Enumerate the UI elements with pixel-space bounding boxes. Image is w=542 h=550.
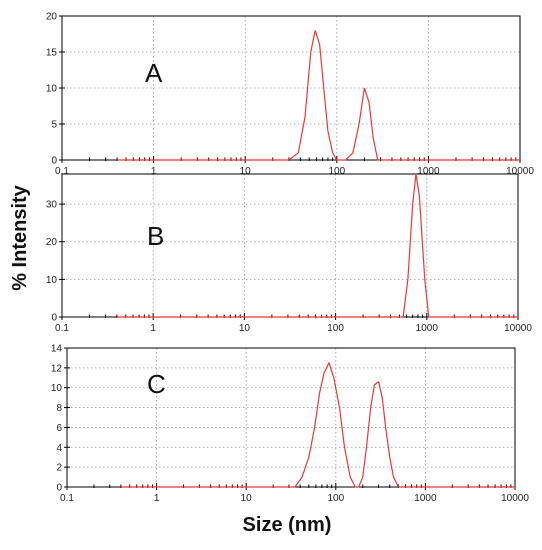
plot-frame bbox=[66, 347, 516, 488]
y-tick-label: 10 bbox=[51, 383, 63, 394]
y-tick-label: 0 bbox=[56, 483, 62, 494]
panel-label: B bbox=[147, 221, 164, 251]
size-distribution-line bbox=[116, 173, 518, 318]
x-tick-label: 10000 bbox=[504, 323, 532, 334]
x-tick-label: 1000 bbox=[416, 323, 439, 334]
plot-frame bbox=[61, 173, 519, 318]
y-tick-label: 0 bbox=[51, 313, 57, 324]
x-tick-label: 10 bbox=[240, 166, 252, 177]
y-axis-title: % Intensity bbox=[9, 184, 31, 290]
x-tick-label: 1000 bbox=[414, 493, 437, 504]
y-tick-label: 10 bbox=[46, 275, 58, 286]
y-tick-label: 8 bbox=[56, 403, 62, 414]
y-tick-label: 6 bbox=[56, 423, 62, 434]
x-tick-label: 1000 bbox=[417, 166, 440, 177]
y-tick-label: 20 bbox=[46, 237, 58, 248]
y-tick-label: 5 bbox=[51, 120, 57, 131]
size-distribution-line bbox=[120, 361, 515, 488]
x-tick-label: 1 bbox=[154, 493, 160, 504]
chart-panel-b: 0.1 1 10 100 1000 10000 0 10 20 30 B bbox=[46, 173, 532, 334]
x-tick-label: 10000 bbox=[506, 166, 534, 177]
panel-label: A bbox=[145, 58, 163, 88]
x-tick-label: 10000 bbox=[501, 493, 529, 504]
chart-panel-c: 0.1 1 10 100 1000 10000 0 2 4 6 8 10 12 14 C bbox=[51, 344, 529, 505]
x-tick-label: 100 bbox=[328, 166, 345, 177]
panel-label: C bbox=[147, 369, 166, 399]
x-axis-title: Size (nm) bbox=[243, 514, 332, 536]
x-tick-label: 10 bbox=[239, 323, 251, 334]
y-tick-label: 2 bbox=[56, 463, 62, 474]
size-distribution-line bbox=[117, 30, 520, 161]
x-tick-label: 0.1 bbox=[55, 166, 69, 177]
y-tick-label: 20 bbox=[46, 12, 58, 23]
x-tick-label: 1 bbox=[150, 323, 156, 334]
y-tick-label: 10 bbox=[46, 84, 58, 95]
y-tick-label: 4 bbox=[56, 443, 62, 454]
x-tick-label: 10 bbox=[241, 493, 253, 504]
y-tick-label: 14 bbox=[51, 344, 63, 355]
x-tick-label: 1 bbox=[151, 166, 157, 177]
y-tick-label: 0 bbox=[51, 156, 57, 167]
x-tick-label: 100 bbox=[327, 323, 344, 334]
chart-panel-a: 0.1 1 10 100 1000 10000 0 5 10 15 20 A bbox=[46, 12, 534, 178]
y-tick-label: 12 bbox=[51, 363, 63, 374]
y-tick-label: 30 bbox=[46, 200, 58, 211]
x-tick-label: 0.1 bbox=[60, 493, 74, 504]
x-tick-label: 0.1 bbox=[55, 323, 69, 334]
y-tick-label: 15 bbox=[46, 48, 58, 59]
x-tick-label: 100 bbox=[327, 493, 344, 504]
